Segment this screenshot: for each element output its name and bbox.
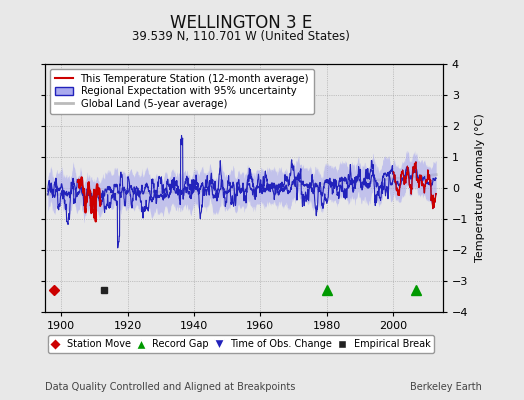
Text: WELLINGTON 3 E: WELLINGTON 3 E xyxy=(170,14,312,32)
Y-axis label: Temperature Anomaly (°C): Temperature Anomaly (°C) xyxy=(475,114,485,262)
Text: 39.539 N, 110.701 W (United States): 39.539 N, 110.701 W (United States) xyxy=(132,30,350,43)
Text: Berkeley Earth: Berkeley Earth xyxy=(410,382,482,392)
Legend: This Temperature Station (12-month average), Regional Expectation with 95% uncer: This Temperature Station (12-month avera… xyxy=(50,69,314,114)
Text: Data Quality Controlled and Aligned at Breakpoints: Data Quality Controlled and Aligned at B… xyxy=(45,382,295,392)
Legend: Station Move, Record Gap, Time of Obs. Change, Empirical Break: Station Move, Record Gap, Time of Obs. C… xyxy=(48,335,434,353)
